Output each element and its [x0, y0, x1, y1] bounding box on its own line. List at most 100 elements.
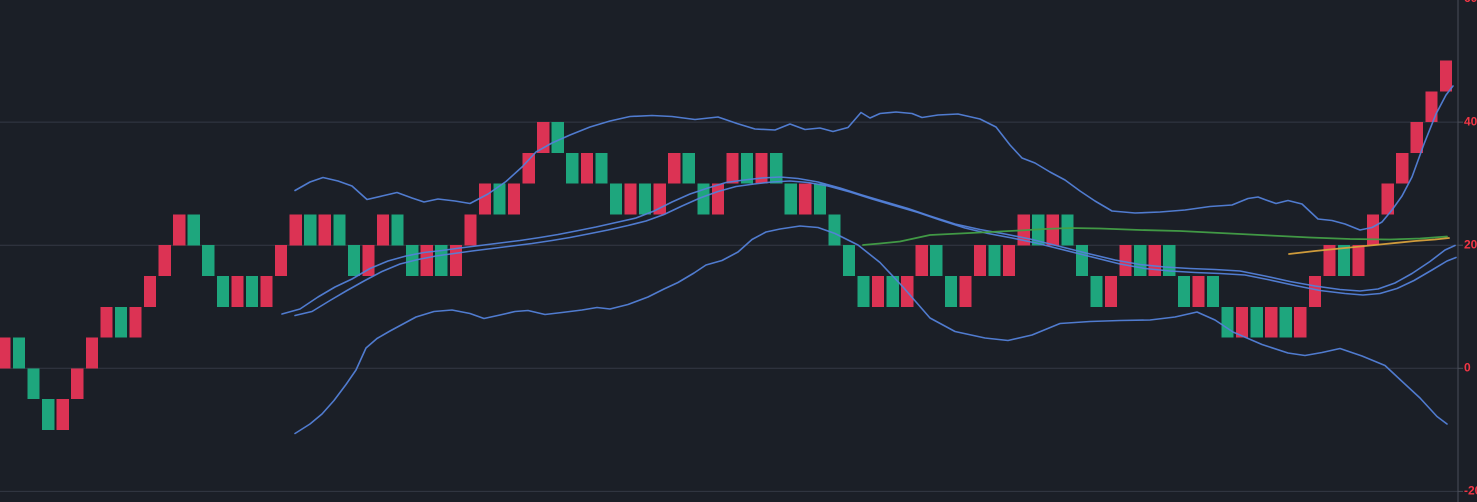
- renko-brick[interactable]: [1192, 276, 1205, 307]
- renko-brick[interactable]: [1090, 276, 1103, 307]
- renko-brick[interactable]: [537, 122, 550, 153]
- renko-brick[interactable]: [1425, 91, 1438, 123]
- renko-brick[interactable]: [173, 214, 186, 246]
- ma-green-line: [862, 227, 1448, 246]
- renko-brick[interactable]: [202, 245, 215, 276]
- renko-brick[interactable]: [522, 152, 535, 184]
- renko-brick[interactable]: [158, 245, 171, 276]
- renko-brick[interactable]: [129, 306, 142, 338]
- renko-brick[interactable]: [755, 152, 768, 184]
- renko-brick[interactable]: [1323, 245, 1336, 276]
- renko-brick[interactable]: [71, 368, 84, 400]
- renko-brick[interactable]: [304, 214, 317, 246]
- renko-brick[interactable]: [988, 245, 1001, 276]
- renko-brick[interactable]: [1396, 152, 1409, 184]
- renko-brick[interactable]: [741, 152, 754, 184]
- renko-brick[interactable]: [668, 152, 681, 184]
- renko-brick[interactable]: [711, 183, 724, 215]
- renko-brick[interactable]: [624, 183, 637, 215]
- renko-brick[interactable]: [1294, 306, 1307, 338]
- renko-brick[interactable]: [959, 276, 972, 307]
- renko-brick[interactable]: [609, 183, 623, 215]
- renko-brick[interactable]: [799, 183, 812, 215]
- renko-brick[interactable]: [930, 245, 943, 276]
- renko-brick[interactable]: [1439, 60, 1452, 92]
- renko-brick[interactable]: [245, 276, 259, 307]
- renko-brick[interactable]: [1119, 245, 1132, 276]
- renko-brick[interactable]: [580, 152, 593, 184]
- price-axis[interactable]: 60 40 20 0 -20: [1464, 0, 1477, 498]
- renko-brick[interactable]: [857, 276, 870, 307]
- renko-brick[interactable]: [275, 245, 288, 276]
- price-label-40: 40: [1464, 114, 1477, 128]
- renko-brick[interactable]: [551, 122, 564, 153]
- renko-brick[interactable]: [435, 245, 448, 276]
- renko-brick[interactable]: [784, 183, 797, 215]
- renko-brick[interactable]: [391, 214, 404, 246]
- renko-brick[interactable]: [114, 306, 128, 338]
- renko-brick[interactable]: [726, 152, 739, 184]
- renko-brick[interactable]: [1250, 306, 1263, 338]
- renko-brick[interactable]: [420, 245, 433, 276]
- renko-brick[interactable]: [944, 276, 957, 307]
- renko-brick[interactable]: [1381, 183, 1394, 215]
- renko-brick[interactable]: [1337, 245, 1351, 276]
- renko-brick[interactable]: [828, 214, 841, 246]
- renko-brick[interactable]: [872, 276, 885, 307]
- renko-brick[interactable]: [886, 276, 899, 307]
- renko-brick[interactable]: [508, 183, 521, 215]
- renko-brick[interactable]: [377, 214, 390, 246]
- renko-brick[interactable]: [1046, 214, 1059, 246]
- renko-brick[interactable]: [842, 245, 856, 276]
- renko-brick[interactable]: [1061, 214, 1074, 246]
- renko-brick[interactable]: [333, 214, 346, 246]
- renko-brick[interactable]: [1105, 276, 1118, 307]
- renko-brick[interactable]: [1148, 245, 1161, 276]
- renko-brick[interactable]: [216, 276, 229, 307]
- renko-brick[interactable]: [1163, 245, 1176, 276]
- renko-brick[interactable]: [187, 214, 200, 246]
- renko-brick[interactable]: [1075, 245, 1088, 276]
- renko-brick[interactable]: [27, 368, 40, 400]
- renko-brick[interactable]: [1236, 306, 1249, 338]
- renko-brick[interactable]: [770, 152, 783, 184]
- renko-brick[interactable]: [1367, 214, 1380, 246]
- renko-brick[interactable]: [1308, 276, 1321, 307]
- renko-brick[interactable]: [478, 183, 492, 215]
- renko-brick[interactable]: [595, 152, 608, 184]
- renko-brick[interactable]: [260, 276, 273, 307]
- renko-brick[interactable]: [697, 183, 710, 215]
- bb-upper-band: [294, 85, 1454, 231]
- renko-brick[interactable]: [85, 337, 98, 369]
- renko-brick[interactable]: [915, 245, 928, 276]
- renko-brick[interactable]: [1134, 245, 1147, 276]
- renko-brick[interactable]: [493, 183, 506, 215]
- renko-brick[interactable]: [42, 399, 55, 430]
- renko-brick[interactable]: [1352, 245, 1365, 276]
- renko-brick[interactable]: [1206, 276, 1220, 307]
- renko-brick[interactable]: [973, 245, 987, 276]
- renko-brick[interactable]: [1265, 306, 1278, 338]
- renko-brick[interactable]: [1177, 276, 1190, 307]
- renko-brick[interactable]: [1279, 306, 1292, 338]
- renko-brick[interactable]: [347, 245, 360, 276]
- renko-brick[interactable]: [231, 276, 244, 307]
- renko-brick[interactable]: [100, 306, 113, 338]
- renko-brick[interactable]: [1003, 245, 1016, 276]
- renko-brick[interactable]: [1410, 122, 1423, 153]
- renko-brick[interactable]: [144, 276, 157, 307]
- renko-brick[interactable]: [813, 183, 826, 215]
- ma-orange-line: [1288, 237, 1450, 255]
- renko-brick[interactable]: [682, 152, 695, 184]
- renko-brick[interactable]: [289, 214, 302, 246]
- renko-brick[interactable]: [0, 337, 11, 369]
- renko-brick[interactable]: [566, 152, 579, 184]
- renko-brick[interactable]: [13, 337, 26, 369]
- renko-brick[interactable]: [318, 214, 331, 246]
- renko-brick[interactable]: [1221, 306, 1234, 338]
- renko-brick[interactable]: [56, 399, 69, 430]
- renko-brick[interactable]: [464, 214, 477, 246]
- renko-brick[interactable]: [639, 183, 652, 215]
